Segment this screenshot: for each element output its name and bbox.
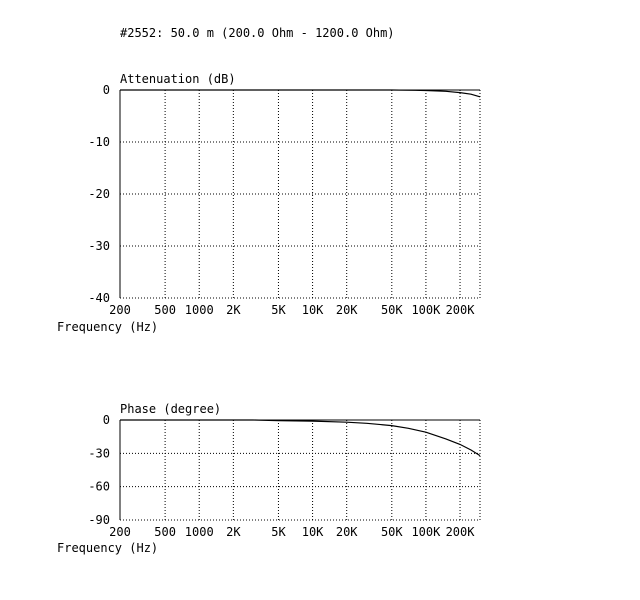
phase-ytick-label-2: -60 [88,480,110,494]
phase-xtick-label-8: 100K [411,525,441,539]
attenuation-xtick-label-4: 5K [271,303,286,317]
attenuation-chart: Attenuation (dB) Frequency (Hz) 0 -10 -20 -… [57,72,481,334]
phase-ytick-label-0: 0 [103,413,110,427]
attenuation-ytick-label-0: 0 [103,83,110,97]
attenuation-xtick-label-6: 20K [336,303,358,317]
phase-xtick-label-3: 2K [226,525,241,539]
attenuation-xtick-label-2: 1000 [185,303,214,317]
phase-xtick-label-4: 5K [271,525,286,539]
phase-xtick-label-1: 500 [154,525,176,539]
attenuation-ytick-label-2: -20 [88,187,110,201]
phase-xtick-label-6: 20K [336,525,358,539]
attenuation-xtick-label-8: 100K [411,303,441,317]
attenuation-xtick-label-7: 50K [381,303,403,317]
phase-xtick-label-0: 200 [109,525,131,539]
attenuation-ytick-label-1: -10 [88,135,110,149]
phase-ytick-label-3: -90 [88,513,110,527]
attenuation-xtick-label-0: 200 [109,303,131,317]
phase-xtick-label-2: 1000 [185,525,214,539]
phase-chart-xlabel: Frequency (Hz) [57,541,158,555]
attenuation-series-line-0 [120,89,481,98]
attenuation-chart-xlabel: Frequency (Hz) [57,320,158,334]
phase-chart-title: Phase (degree) [120,402,221,416]
attenuation-xtick-label-3: 2K [226,303,241,317]
phase-xtick-label-9: 200K [446,525,476,539]
phase-xtick-label-7: 50K [381,525,403,539]
attenuation-xtick-label-1: 500 [154,303,176,317]
page-title: #2552: 50.0 m (200.0 Ohm - 1200.0 Ohm) [120,26,395,40]
attenuation-ytick-label-3: -30 [88,239,110,253]
attenuation-xtick-label-5: 10K [302,303,324,317]
attenuation-chart-title: Attenuation (dB) [120,72,236,86]
phase-chart: Phase (degree) Frequency (Hz) 0 -30 -60 -90… [57,402,481,555]
attenuation-xtick-label-9: 200K [446,303,476,317]
attenuation-ytick-label-4: -40 [88,291,110,305]
phase-xtick-label-5: 10K [302,525,324,539]
phase-ytick-label-1: -30 [88,446,110,460]
phase-series-line-0 [120,419,481,457]
